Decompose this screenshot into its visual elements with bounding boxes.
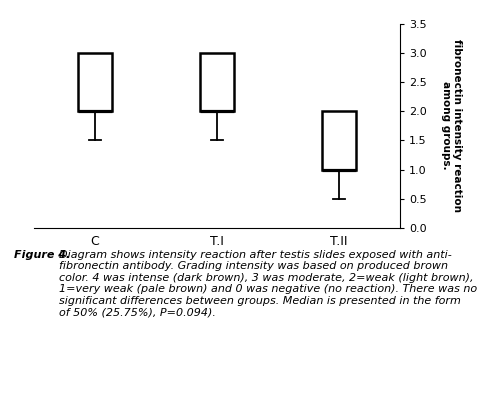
Text: Diagram shows intensity reaction after testis slides exposed with anti-
fibronec: Diagram shows intensity reaction after t… bbox=[59, 250, 477, 318]
Text: Figure 4.: Figure 4. bbox=[14, 250, 71, 259]
Bar bbox=[78, 53, 112, 111]
Bar bbox=[322, 111, 356, 169]
Y-axis label: fibronectin intensity reaction
among groups.: fibronectin intensity reaction among gro… bbox=[441, 39, 462, 212]
Bar bbox=[200, 53, 234, 111]
